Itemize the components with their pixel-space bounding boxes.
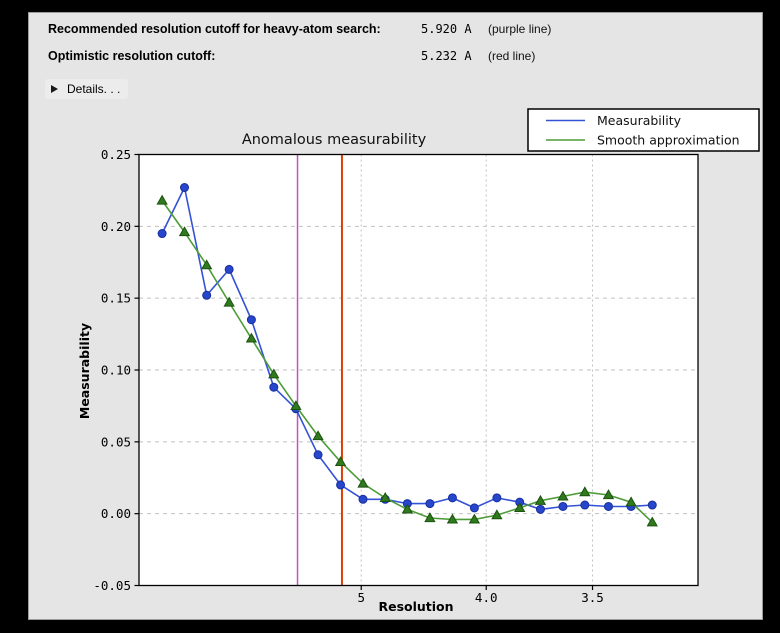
y-tick-label: 0.10 — [101, 363, 131, 378]
data-point-triangle — [557, 490, 569, 501]
data-point-circle — [603, 501, 613, 511]
legend: Measurability Smooth approximation — [527, 108, 760, 152]
data-point-circle — [179, 183, 189, 193]
data-point-triangle — [401, 503, 414, 514]
data-point-circle — [469, 503, 479, 513]
y-tick-label: 0.15 — [101, 291, 131, 306]
data-point-triangle — [201, 259, 213, 270]
data-point-circle — [492, 493, 502, 503]
data-point-triangle — [514, 502, 526, 513]
legend-entry-label-0: Measurability — [597, 113, 682, 128]
data-point-circle — [558, 501, 568, 511]
data-point-triangle — [468, 513, 481, 524]
data-point-triangle — [178, 226, 191, 237]
legend-box — [527, 108, 760, 152]
data-point-triangle — [156, 194, 168, 205]
data-point-triangle — [602, 489, 615, 500]
data-point-circle — [447, 493, 457, 503]
data-point-circle — [246, 315, 256, 325]
recommended-cutoff-row: Recommended resolution cutoff for heavy-… — [29, 22, 764, 38]
x-axis-label: Resolution — [378, 599, 453, 614]
data-point-circle — [647, 500, 657, 510]
data-point-circle — [336, 480, 346, 490]
data-point-triangle — [268, 368, 280, 379]
optimistic-cutoff-row: Optimistic resolution cutoff: 5.232 A (r… — [29, 49, 764, 65]
data-point-triangle — [312, 430, 324, 441]
data-point-circle — [157, 229, 167, 239]
data-point-triangle — [446, 513, 459, 524]
recommended-cutoff-note: (purple line) — [488, 22, 552, 36]
data-point-triangle — [379, 492, 391, 502]
chart-canvas: 5 4.0 3.5 0.25 0.20 0.15 0.10 0.05 0.00 -0.05 Anom… — [29, 13, 764, 621]
data-point-triangle — [424, 512, 436, 523]
x-tick-label: 5 — [357, 590, 365, 605]
optimistic-cutoff-value: 5.232 A — [421, 49, 472, 63]
y-tick-label: -0.05 — [93, 578, 131, 593]
y-axis-label: Measurability — [77, 323, 92, 419]
data-point-circle — [580, 500, 590, 510]
recommended-cutoff-value: 5.920 A — [421, 22, 472, 36]
data-point-triangle — [625, 496, 637, 507]
data-point-circle — [358, 494, 368, 504]
x-tick-label: 3.5 — [581, 590, 604, 605]
data-point-triangle — [223, 296, 235, 307]
recommended-cutoff-label: Recommended resolution cutoff for heavy-… — [48, 22, 381, 36]
data-point-triangle — [534, 494, 547, 505]
measurability-plot: 5 4.0 3.5 0.25 0.20 0.15 0.10 0.05 0.00 -0.05 Anom… — [77, 108, 760, 614]
optimistic-cutoff-label: Optimistic resolution cutoff: — [48, 49, 216, 63]
data-point-circle — [535, 504, 545, 514]
disclosure-triangle-icon — [51, 85, 58, 93]
details-disclosure[interactable]: Details. . . — [45, 79, 129, 99]
data-point-circle — [313, 450, 323, 460]
results-panel: Recommended resolution cutoff for heavy-… — [28, 12, 763, 620]
y-tick-label: 0.20 — [101, 219, 131, 234]
data-point-triangle — [290, 400, 302, 411]
optimistic-cutoff-note: (red line) — [488, 49, 536, 63]
x-tick-label: 4.0 — [475, 590, 498, 605]
y-tick-label: 0.25 — [101, 147, 131, 162]
data-point-circle — [202, 290, 212, 300]
data-point-triangle — [357, 477, 369, 488]
details-label: Details. . . — [67, 82, 121, 96]
data-point-triangle — [579, 486, 591, 497]
y-tick-label: 0.00 — [101, 506, 131, 521]
data-point-triangle — [245, 332, 258, 343]
y-tick-label: 0.05 — [101, 434, 131, 449]
data-point-circle — [425, 499, 435, 509]
chart-title: Anomalous measurability — [242, 132, 427, 148]
data-point-triangle — [491, 509, 503, 520]
data-point-triangle — [646, 516, 658, 527]
legend-entry-label-1: Smooth approximation — [597, 133, 740, 148]
data-point-circle — [224, 264, 234, 274]
data-point-circle — [269, 382, 279, 392]
data-point-triangle — [334, 456, 347, 467]
